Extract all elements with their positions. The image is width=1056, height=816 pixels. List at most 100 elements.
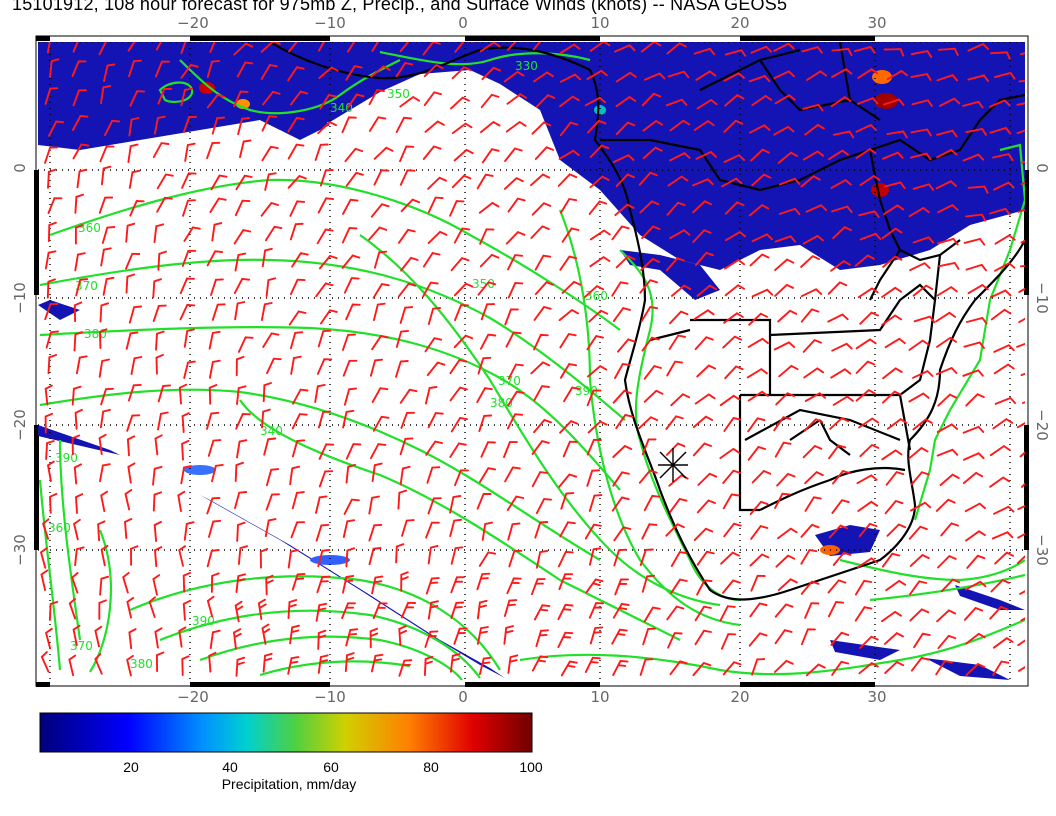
wind-barb (859, 635, 879, 649)
wind-barb (210, 278, 224, 296)
wind-barb (288, 42, 298, 53)
wind-barb (831, 47, 853, 57)
wind-barb (400, 198, 421, 213)
wind-barb (696, 499, 716, 514)
wind-barb (264, 518, 277, 538)
wind-barb (859, 311, 879, 325)
wind-barb (990, 578, 1010, 593)
contour-label: 350 (472, 277, 495, 291)
wind-barb (481, 148, 500, 164)
wind-barb (692, 178, 714, 187)
wind-barb (450, 256, 470, 272)
wind-barb (73, 301, 83, 323)
wind-barb (697, 472, 718, 486)
wind-barb (100, 544, 109, 567)
wind-barb (206, 250, 224, 267)
wind-barb (748, 312, 769, 326)
wind-barb (693, 119, 715, 131)
contour-label: 370 (498, 374, 521, 388)
wind-barb (207, 439, 222, 457)
wind-barb (478, 414, 493, 433)
wind-barb (533, 604, 551, 621)
wind-barb (855, 123, 877, 133)
lon-ticks-top: −20 −10 0 10 20 30 (177, 14, 886, 32)
wind-barb (586, 389, 602, 407)
wind-barb (724, 230, 747, 242)
wind-barb (507, 522, 521, 541)
wind-barb (291, 439, 306, 458)
wind-barb (612, 307, 631, 323)
wind-barb (477, 356, 492, 375)
wind-barb (395, 329, 410, 348)
wind-barb (722, 493, 740, 510)
wind-barb (989, 126, 1012, 135)
wind-barb (558, 573, 574, 591)
wind-barb (153, 223, 165, 244)
wind-barb (372, 302, 386, 322)
wind-barb (774, 492, 791, 509)
wind-barb (341, 227, 358, 244)
wind-barb (748, 203, 770, 217)
wind-barb (883, 48, 905, 57)
wind-barb (801, 46, 823, 54)
wind-barb (693, 309, 715, 321)
wind-barb (506, 42, 517, 51)
wind-barb (994, 71, 1016, 80)
lon-tick-bottom: −10 (314, 688, 346, 706)
wind-barb (611, 225, 630, 241)
wind-barb (423, 91, 442, 107)
wind-barb (206, 595, 215, 618)
wind-barb (856, 97, 879, 105)
wind-barb (640, 305, 659, 322)
wind-barb (287, 599, 298, 620)
wind-barb (318, 470, 334, 488)
wind-barb (530, 225, 550, 239)
wind-barb (802, 150, 825, 161)
wind-barb (937, 203, 959, 214)
wind-barb (345, 303, 361, 321)
wind-barb (317, 329, 332, 348)
wind-barb (750, 148, 770, 162)
wind-barb (345, 628, 359, 647)
wind-barb (46, 278, 56, 299)
wind-barb (666, 201, 686, 216)
wind-barb (343, 498, 360, 515)
wind-barb (235, 573, 247, 593)
contour-label: 390 (192, 614, 215, 628)
wind-barb (858, 210, 880, 218)
contour-label: 380 (130, 657, 153, 671)
wind-barb (289, 331, 304, 350)
wind-barb (1017, 666, 1025, 672)
wind-barb (883, 632, 904, 645)
wind-barb (264, 172, 277, 191)
wind-barb (612, 154, 635, 163)
wind-barb (749, 124, 771, 134)
wind-barb (234, 252, 247, 272)
wind-barb (368, 116, 387, 132)
contour-labels: 360 370 380 390 360 370 380 390 350 340 330 340 370 3… (48, 59, 608, 671)
wind-barb (693, 47, 716, 56)
lat-tick-right: 0 (1033, 163, 1051, 173)
wind-barb (696, 98, 718, 110)
wind-barb (859, 232, 882, 241)
wind-barb (775, 392, 795, 406)
wind-barb (126, 435, 136, 457)
wind-barb (723, 416, 742, 432)
wind-barb (830, 178, 852, 189)
wind-barb (261, 145, 279, 162)
wind-barb (774, 94, 796, 105)
wind-barb (614, 362, 631, 379)
wind-barb (98, 196, 114, 214)
wind-barb (559, 255, 578, 271)
wind-barb (343, 277, 360, 294)
wind-barb (615, 95, 637, 108)
wind-barb (399, 388, 418, 404)
wind-barb (912, 236, 935, 244)
wind-barb (345, 65, 363, 81)
wind-barb (614, 578, 629, 596)
colorbar-label: Precipitation, mm/day (222, 776, 357, 792)
wind-barb (696, 550, 715, 566)
wind-barb (909, 553, 930, 567)
wind-barb (450, 96, 470, 110)
